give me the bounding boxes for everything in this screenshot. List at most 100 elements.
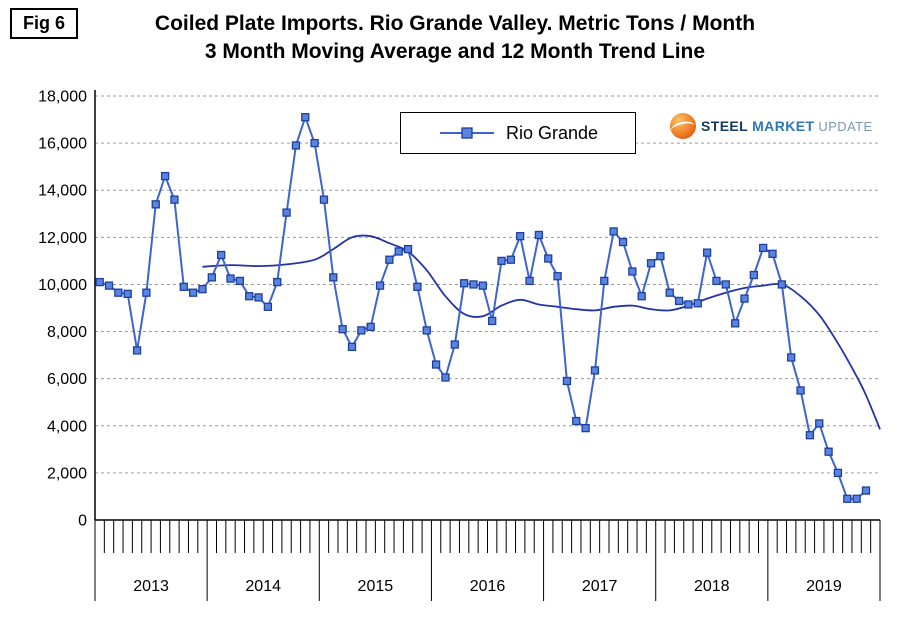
series-marker (740, 294, 749, 303)
y-axis-tick-label: 8,000 (47, 324, 87, 341)
x-axis-year-label: 2016 (470, 578, 506, 595)
series-marker (534, 230, 544, 240)
series-marker (656, 252, 665, 261)
series-marker (450, 340, 459, 349)
series-marker (572, 416, 581, 426)
series-marker (506, 255, 516, 264)
trend-line (202, 234, 881, 430)
logo-text-steel: STEEL (701, 118, 749, 134)
series-marker (665, 288, 674, 297)
series-marker (459, 279, 469, 288)
steel-market-update-logo: STEEL MARKET UPDATE (670, 113, 873, 139)
series-marker (188, 288, 198, 297)
chart-title-line2: 3 Month Moving Average and 12 Month Tren… (204, 40, 706, 63)
series-marker (759, 243, 768, 253)
series-marker (273, 277, 282, 287)
series-marker (693, 299, 702, 308)
x-axis-year-label: 2015 (358, 578, 394, 595)
x-axis-year-label: 2017 (582, 578, 618, 595)
series-marker (441, 373, 450, 382)
series-marker (721, 280, 730, 289)
series-marker (245, 292, 254, 301)
series-marker (160, 171, 170, 181)
series-marker (375, 281, 385, 290)
figure-number-box: Fig 6 (10, 8, 79, 39)
series-marker (852, 494, 861, 503)
series-marker (319, 195, 329, 204)
series-marker (217, 250, 226, 260)
series-marker (637, 292, 646, 301)
series-marker (179, 282, 188, 291)
series-marker (413, 282, 422, 291)
series-marker (525, 276, 534, 286)
series-marker (815, 419, 824, 428)
series-marker (516, 232, 525, 241)
series-marker (590, 366, 600, 375)
y-axis-tick-label: 18,000 (38, 89, 87, 106)
y-axis-tick-label: 4,000 (47, 418, 87, 435)
series-marker (310, 138, 319, 148)
series-marker (338, 325, 347, 334)
series-marker (282, 208, 291, 217)
chart-legend: Rio Grande (400, 112, 636, 154)
y-axis-tick-label: 10,000 (38, 277, 87, 294)
series-marker (646, 259, 656, 268)
series-marker (478, 281, 487, 290)
chart-title: Coiled Plate Imports. Rio Grande Valley.… (0, 10, 910, 66)
series-marker (702, 248, 712, 257)
series-marker (581, 423, 590, 433)
series-marker (170, 195, 179, 204)
series-marker (123, 289, 132, 299)
series-marker (263, 302, 273, 311)
y-axis-tick-label: 2,000 (47, 465, 87, 482)
series-marker (226, 274, 235, 283)
series-marker (787, 353, 796, 362)
series-marker (768, 249, 777, 258)
series-marker (469, 280, 478, 289)
series-marker (347, 342, 357, 352)
series-marker (151, 200, 160, 209)
series-marker (385, 255, 394, 264)
x-axis-year-label: 2014 (245, 578, 281, 595)
x-axis-year-label: 2013 (133, 578, 169, 595)
series-marker (805, 431, 815, 440)
series-marker (207, 273, 216, 282)
series-marker (553, 272, 562, 281)
series-marker (777, 280, 787, 289)
y-axis-tick-label: 0 (78, 513, 87, 530)
series-marker (329, 273, 338, 282)
series-marker (730, 319, 740, 328)
series-marker (562, 376, 572, 386)
series-marker (235, 276, 245, 286)
series-marker (394, 247, 403, 256)
series-marker (674, 296, 684, 306)
series-marker (618, 237, 628, 247)
series-marker (712, 276, 721, 286)
y-axis-tick-label: 12,000 (38, 230, 87, 247)
series-marker (824, 447, 833, 456)
legend-series-label: Rio Grande (505, 122, 599, 143)
series-marker (431, 360, 441, 369)
series-marker (291, 141, 301, 150)
chart-title-line1: Coiled Plate Imports. Rio Grande Valley.… (154, 12, 756, 35)
x-axis-year-label: 2018 (694, 578, 730, 595)
y-axis-tick-label: 6,000 (47, 371, 87, 388)
y-axis-tick-label: 16,000 (38, 136, 87, 153)
series-marker (132, 346, 142, 355)
series-marker (301, 113, 310, 122)
series-marker (142, 288, 151, 297)
series-marker (488, 316, 497, 326)
series-marker (600, 276, 609, 286)
series-marker (497, 256, 506, 266)
series-marker (422, 326, 431, 335)
series-marker (403, 244, 413, 254)
series-marker (843, 494, 852, 503)
series-marker (254, 293, 263, 302)
series-marker (833, 468, 843, 478)
series-marker (95, 277, 104, 287)
series-marker (114, 288, 123, 297)
series-marker (749, 270, 758, 280)
series-marker (366, 322, 375, 331)
